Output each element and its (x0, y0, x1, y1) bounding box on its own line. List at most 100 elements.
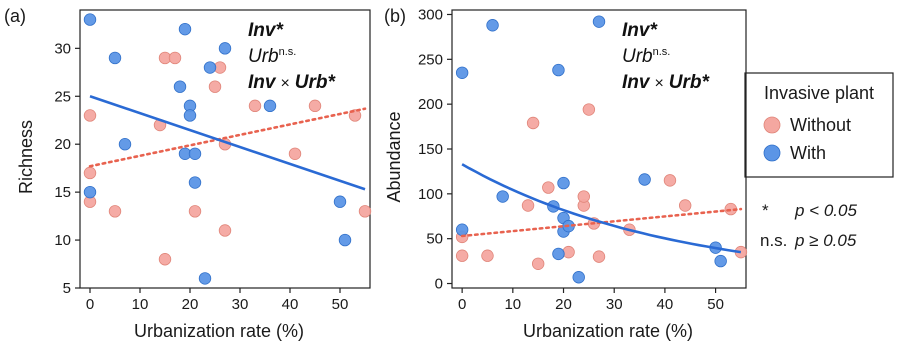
panel-a-plot-frame (79, 9, 371, 289)
sig-symbol-star: * (762, 201, 769, 220)
panel-a-ytick-label: 15 (54, 184, 71, 201)
panel-a-xtick-label: 40 (282, 296, 299, 313)
panel-a-point-without (248, 99, 262, 113)
sig-text-star: p < 0.05 (794, 201, 857, 220)
panel-a-ytick-label: 20 (54, 136, 71, 153)
panel-b-point-with (592, 15, 606, 28)
panel-a-point-without (358, 205, 372, 218)
panel-b-annotations: Inv* Urbn.s. Inv × Urb* (622, 20, 711, 93)
panel-b-point-without (542, 181, 555, 194)
panel-b-point-without (663, 174, 677, 187)
sig-symbol-ns: n.s. (760, 231, 787, 250)
panel-b-ytick-label: 250 (418, 51, 443, 68)
panel-b-ytick-label: 100 (418, 186, 443, 203)
panel-a-point-with (173, 80, 187, 93)
panel-a-point-with (203, 61, 217, 74)
panel-a-point-without (188, 205, 202, 218)
panel-a-annotation-1: Urbn.s. (248, 46, 296, 67)
legend-frame (744, 72, 894, 178)
panel-a-point-with (218, 42, 232, 55)
panel-b-xtick-label: 10 (504, 296, 521, 313)
panel-b-point-with (638, 173, 651, 186)
panel-a-point-with (338, 233, 352, 247)
panel-a-point-without (308, 99, 322, 113)
panel-a-xtick-label: 30 (232, 296, 249, 313)
panel-b: (b) Abundance Urbanization rate (%) Inv*… (384, 6, 748, 341)
panel-a-annotation-2: Inv × Urb* (248, 72, 337, 93)
panel-a-point-with (333, 195, 347, 208)
panel-b-point-without (562, 245, 575, 259)
panel-b-point-with (552, 63, 565, 77)
panel-a-point-with (83, 13, 97, 26)
sig-text-ns: p ≥ 0.05 (794, 231, 857, 250)
panel-a-xlabel: Urbanization rate (%) (134, 321, 304, 341)
panel-b-xtick-label: 50 (707, 296, 724, 313)
panel-a-xtick-label: 0 (86, 296, 94, 313)
panel-a-ytick-label: 25 (54, 88, 71, 105)
panel-a-point-with (198, 272, 212, 285)
panel-a-ytick-label: 30 (54, 40, 71, 57)
panel-a-point-without (83, 109, 97, 122)
panel-b-point-with (572, 271, 585, 284)
panel-b-point-without (455, 249, 469, 262)
panel-b-point-without (521, 199, 535, 212)
panel-a-point-without (168, 51, 182, 65)
panel-a-point-with (188, 176, 202, 189)
panel-b-annotation-1: Urbn.s. (622, 46, 670, 67)
legend-marker-without (763, 116, 781, 134)
panel-a-point-with (118, 138, 132, 151)
panel-b-point-with (486, 19, 499, 32)
panel-b-label: (b) (384, 6, 406, 26)
panel-b-xtick-label: 20 (555, 296, 572, 313)
legend-label-without: Without (790, 115, 851, 135)
panel-a-ytick-label: 5 (63, 280, 71, 297)
panel-b-annotation-0: Inv* (622, 20, 658, 41)
panel-a-point-without (108, 205, 122, 218)
panel-a-ytick-label: 10 (54, 232, 71, 249)
panel-a-annotation-0: Inv* (248, 20, 284, 41)
panel-a-label: (a) (4, 6, 26, 26)
panel-a-annotations: Inv* Urbn.s. Inv × Urb* (248, 20, 337, 93)
panel-a-point-without (218, 224, 232, 237)
panel-b-point-with (714, 254, 727, 268)
panel-b-point-without (531, 257, 545, 270)
panel-b-ylabel: Abundance (384, 111, 404, 202)
panel-b-point-without (526, 116, 540, 130)
legend: Invasive plant Without With (744, 72, 894, 178)
panel-a-point-without (288, 147, 302, 160)
panel-a-trend-with (89, 95, 366, 191)
panel-b-point-with (496, 190, 509, 203)
panel-a-point-with (263, 99, 277, 113)
panel-b-xtick-label: 40 (657, 296, 674, 313)
panel-b-point-without (592, 250, 606, 263)
panel-a-point-with (83, 185, 97, 199)
panel-b-point-without (582, 103, 596, 116)
panel-b-annotation-2: Inv × Urb* (622, 72, 711, 93)
legend-marker-with (763, 144, 781, 162)
panel-b-point-without (481, 249, 494, 262)
panel-a: (a) Richness Urbanization rate (%) Inv* U… (4, 6, 372, 341)
panel-b-xlabel: Urbanization rate (%) (523, 321, 693, 341)
panel-b-ytick-label: 300 (418, 6, 443, 23)
panel-a-point-with (188, 147, 202, 160)
panel-a-point-without (208, 80, 222, 93)
panel-b-point-with (455, 223, 469, 236)
significance-notes: * p < 0.05 n.s. p ≥ 0.05 (760, 201, 857, 250)
panel-a-point-without (158, 253, 172, 266)
panel-a-point-with (178, 22, 192, 36)
panel-b-ytick-label: 150 (418, 141, 443, 158)
panel-a-point-with (108, 51, 122, 65)
panel-b-ytick-label: 0 (435, 276, 443, 293)
panel-b-point-with (557, 176, 570, 190)
legend-title: Invasive plant (764, 83, 874, 103)
panel-b-xtick-label: 0 (458, 296, 466, 313)
legend-label-with: With (790, 143, 826, 163)
panel-b-point-with (552, 247, 565, 261)
panel-b-ytick-label: 50 (426, 231, 443, 248)
panel-b-trend-with (461, 163, 742, 254)
panel-a-ylabel: Richness (16, 120, 36, 194)
panel-a-xtick-label: 10 (132, 296, 149, 313)
panel-b-ytick-label: 200 (418, 96, 443, 113)
panel-b-point-without (577, 190, 590, 203)
